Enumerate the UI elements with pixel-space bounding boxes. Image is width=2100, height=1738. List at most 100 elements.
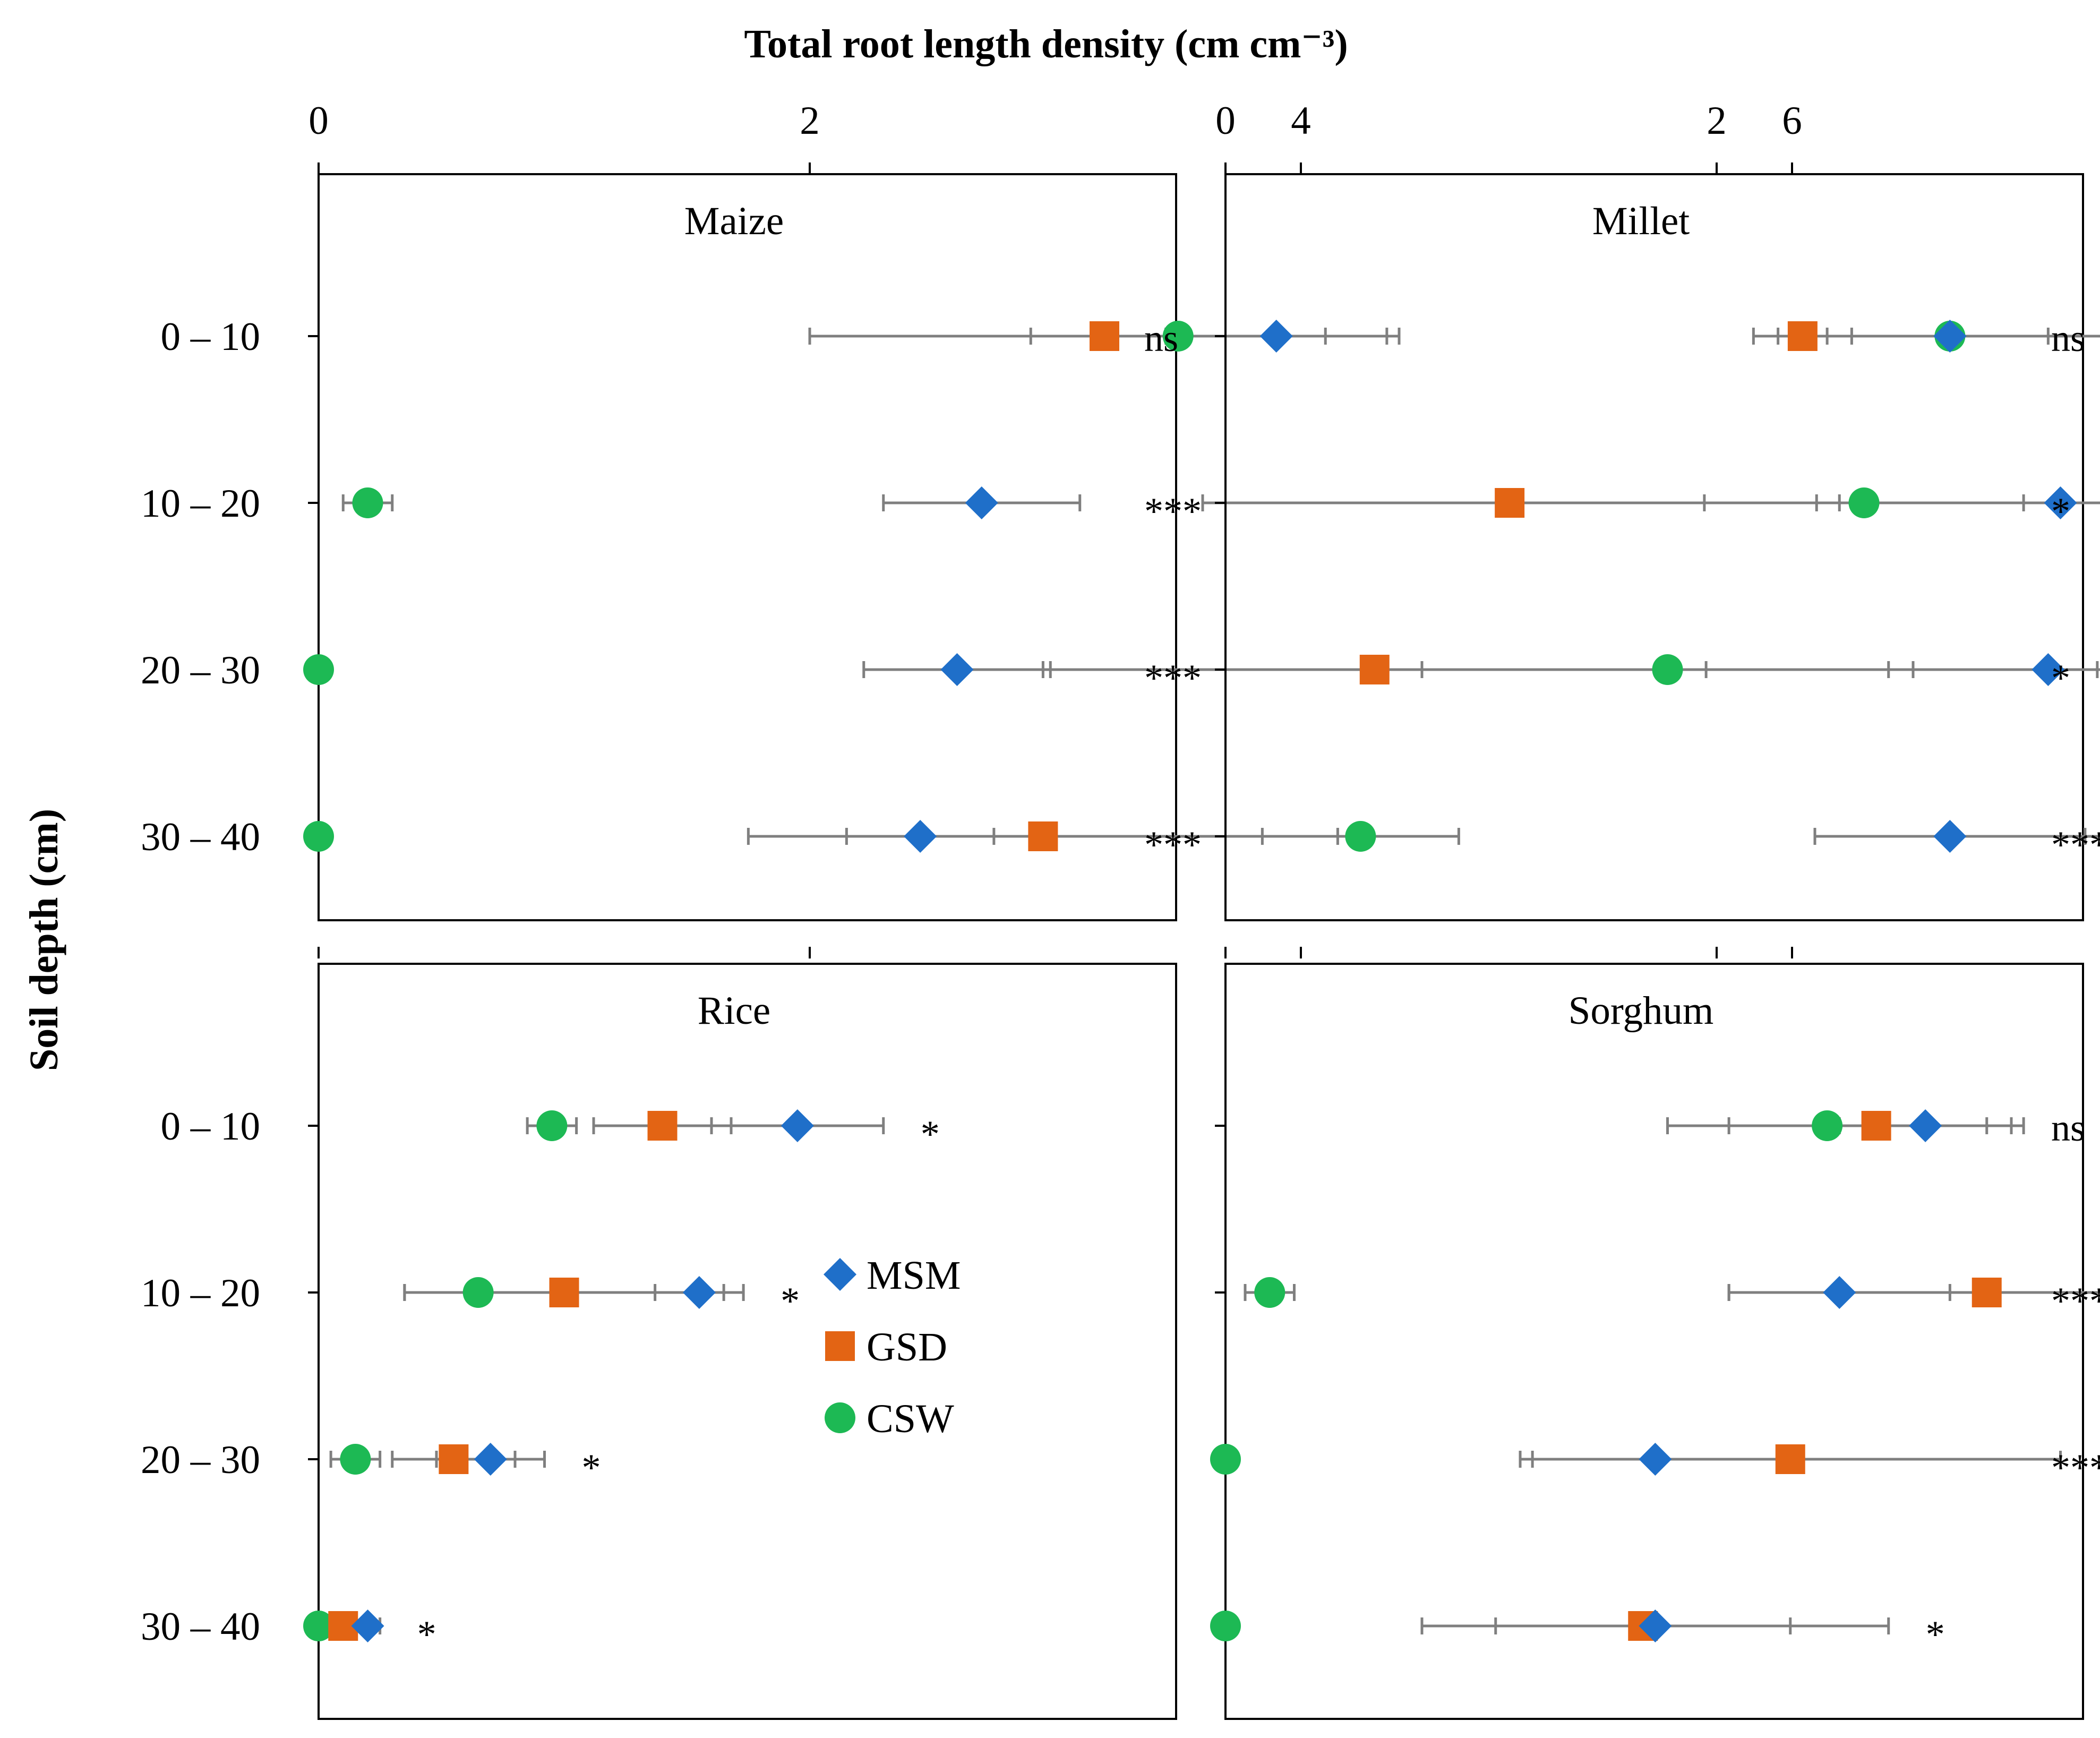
panel-frame (1224, 173, 2084, 921)
error-bar (2096, 661, 2100, 678)
error-bar (2084, 828, 2100, 845)
legend-item-msm: MSM (824, 1253, 961, 1298)
depth-label: 10 – 20 (141, 482, 260, 526)
panel-frame (318, 173, 1177, 921)
depth-label: 30 – 40 (141, 815, 260, 859)
point-msm (904, 820, 937, 853)
point-csw (1652, 654, 1683, 685)
significance-label: *** (1144, 824, 1202, 866)
panel-title: Rice (698, 989, 770, 1033)
panel-frame (1224, 963, 2084, 1720)
point-gsd (1861, 1111, 1891, 1141)
point-csw (1848, 487, 1880, 518)
point-gsd (1028, 821, 1058, 851)
point-csw (1812, 1110, 1843, 1141)
panel-title: Maize (684, 199, 784, 243)
point-gsd (1787, 321, 1818, 351)
legend-marker-csw (825, 1402, 855, 1433)
panel-rice: 0 – 10 10 – 20 20 – 30 30 – 40 Rice * * * * (141, 947, 1793, 1720)
point-msm (1259, 320, 1293, 353)
point-msm (781, 1109, 814, 1142)
point-msm (1909, 1109, 1942, 1142)
legend: MSM GSD CSW (824, 1253, 961, 1441)
point-csw (1162, 321, 1194, 352)
point-msm (351, 1609, 384, 1642)
point-csw (1254, 1277, 1285, 1308)
significance-label: *** (1144, 657, 1202, 699)
point-msm (1639, 1443, 1672, 1476)
significance-label: ns (1144, 317, 1178, 359)
significance-label: ns (2051, 317, 2085, 359)
legend-item-gsd: GSD (825, 1325, 947, 1369)
point-csw (303, 1611, 334, 1641)
point-msm (1933, 320, 1967, 353)
point-gsd (1090, 321, 1119, 351)
x-tick-label: 0 (1215, 99, 1236, 143)
panel-title: Millet (1592, 199, 1690, 243)
legend-item-csw: CSW (825, 1397, 954, 1441)
depth-label: 30 – 40 (141, 1605, 260, 1649)
x-tick-label: 0 (308, 99, 329, 143)
significance-label: * (1926, 1613, 1945, 1656)
point-msm (474, 1443, 507, 1476)
depth-label: 0 – 10 (161, 1105, 261, 1149)
legend-label: GSD (867, 1325, 947, 1369)
panel-frame (318, 963, 1177, 1720)
chart-title: Total root length density (cm cm⁻³) (744, 22, 1348, 66)
x-tick-label: 2 (1707, 99, 1727, 143)
significance-label: * (2051, 490, 2070, 533)
legend-label: MSM (867, 1253, 961, 1298)
depth-label: 20 – 30 (141, 648, 260, 692)
depth-label: 20 – 30 (141, 1438, 260, 1482)
point-csw (1210, 1444, 1241, 1475)
significance-label: * (921, 1113, 940, 1155)
point-csw (340, 1444, 371, 1475)
significance-label: ns (2051, 1107, 2085, 1149)
x-tick-label: 6 (1782, 99, 1802, 143)
significance-label: *** (2051, 1446, 2100, 1489)
point-gsd (1775, 1444, 1805, 1474)
point-gsd (1495, 488, 1525, 518)
significance-label: * (781, 1280, 800, 1322)
point-csw (462, 1277, 494, 1308)
point-msm (940, 653, 974, 686)
point-csw (352, 487, 383, 518)
significance-label: * (417, 1613, 436, 1656)
point-msm (2044, 486, 2077, 519)
point-msm (1639, 1609, 1672, 1642)
point-csw (303, 654, 334, 685)
x-tick-label: 4 (1291, 99, 1311, 143)
depth-label: 10 – 20 (141, 1271, 260, 1315)
point-gsd (647, 1111, 678, 1141)
point-csw (1345, 821, 1376, 852)
legend-marker-msm (824, 1258, 856, 1291)
significance-label: *** (1144, 490, 1202, 533)
legend-marker-gsd (825, 1331, 855, 1361)
point-msm (1823, 1276, 1856, 1309)
point-csw (303, 821, 334, 852)
point-msm (2032, 653, 2065, 686)
point-msm (965, 486, 998, 519)
error-bar (1727, 1284, 2100, 1301)
point-gsd (1972, 1278, 2002, 1307)
point-csw (536, 1110, 568, 1141)
point-msm (1933, 820, 1967, 853)
point-gsd (1359, 655, 1390, 684)
point-csw (1210, 1611, 1241, 1641)
significance-label: *** (2051, 824, 2100, 866)
point-msm (682, 1276, 716, 1309)
point-gsd (549, 1278, 579, 1307)
point-gsd (439, 1444, 469, 1474)
legend-label: CSW (867, 1397, 954, 1441)
significance-label: *** (2051, 1280, 2100, 1322)
panel-millet: 0246Milletns***** (1215, 99, 2100, 921)
significance-label: * (2051, 657, 2070, 699)
depth-label: 0 – 10 (161, 315, 261, 359)
significance-label: * (582, 1446, 601, 1489)
panel-maize: 0 2 4 6 0 – 10 10 – 20 20 – 30 30 – 40 Maize ns **… (141, 99, 1818, 921)
x-tick-label: 2 (800, 99, 820, 143)
y-axis-label: Soil depth (cm) (22, 809, 66, 1071)
